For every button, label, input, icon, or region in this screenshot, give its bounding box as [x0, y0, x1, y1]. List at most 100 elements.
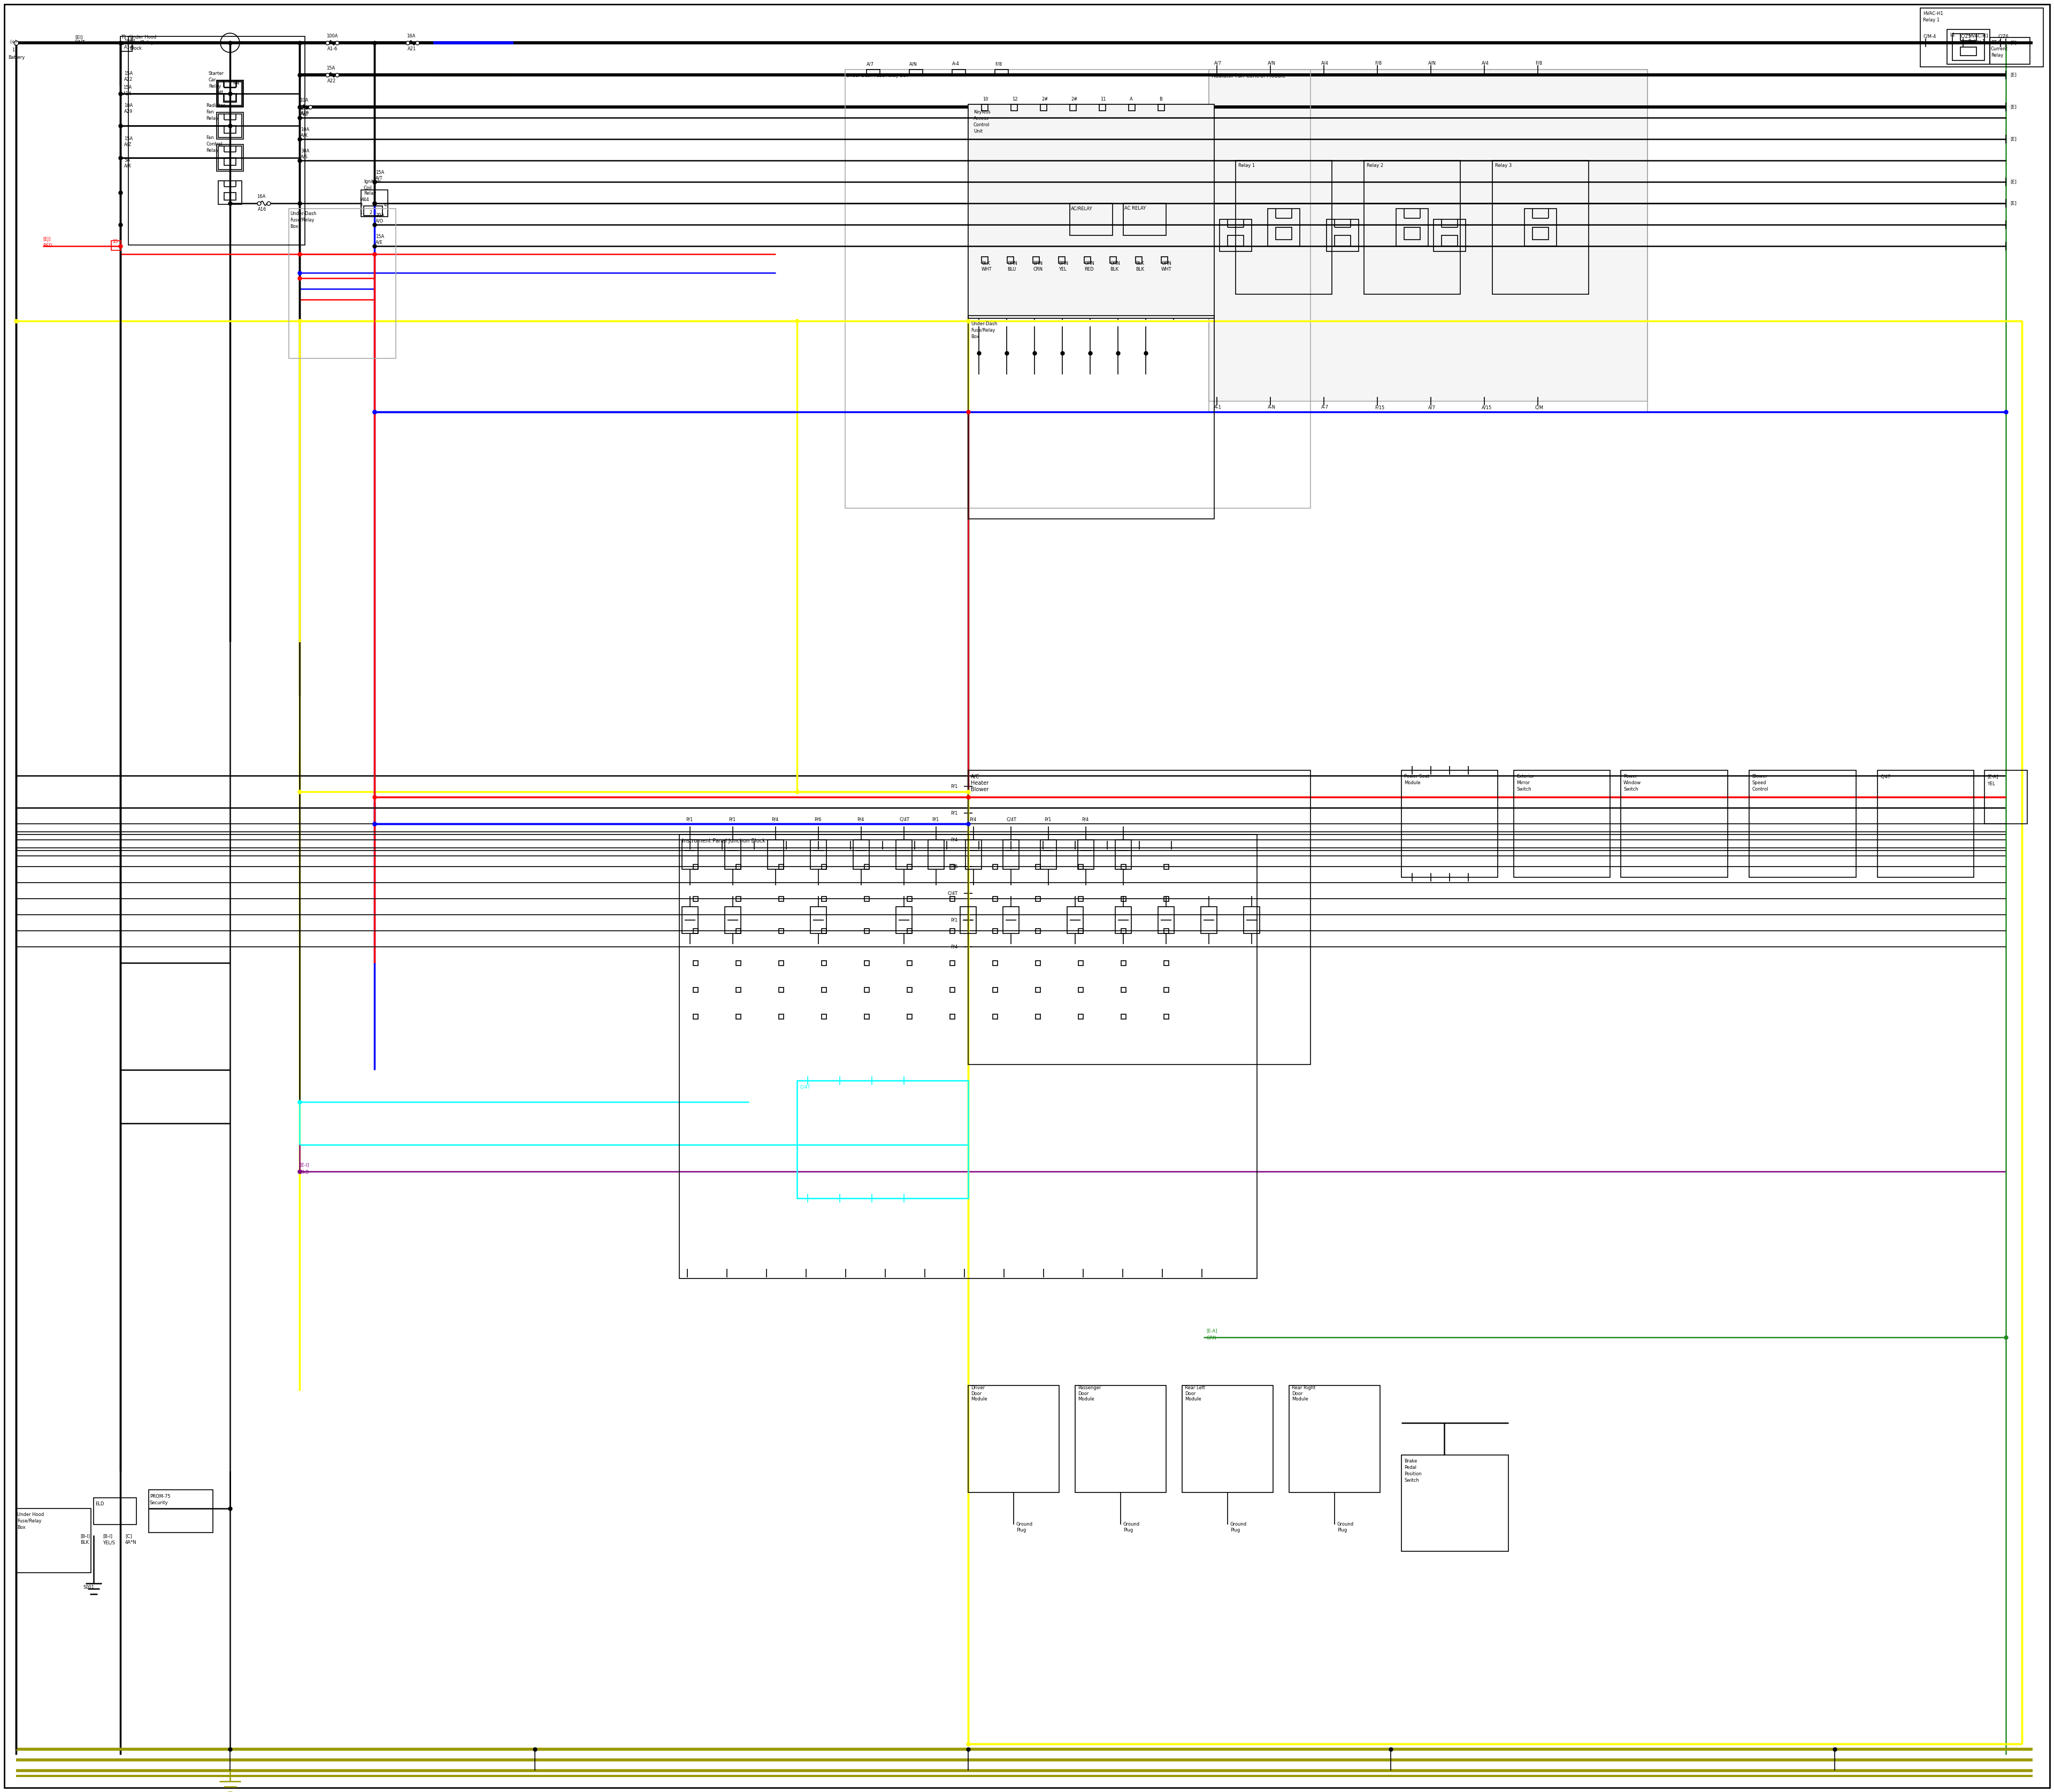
Text: Control: Control	[205, 142, 222, 147]
Text: Window: Window	[1623, 781, 1641, 785]
Text: T1: T1	[121, 36, 127, 39]
Bar	[778, 961, 785, 966]
Bar	[1121, 864, 1126, 869]
Bar	[965, 840, 982, 869]
Text: Box: Box	[972, 333, 980, 339]
Text: 15A
A/E: 15A A/E	[376, 235, 384, 246]
Text: A/15: A/15	[1481, 405, 1491, 410]
Bar	[1041, 840, 1056, 869]
Bar	[1078, 896, 1082, 901]
Bar	[94, 1498, 136, 1525]
Text: 10A: 10A	[300, 99, 308, 102]
Text: Mirror: Mirror	[1516, 781, 1530, 785]
Bar	[959, 907, 976, 934]
Bar	[992, 1014, 998, 1020]
Bar	[218, 82, 242, 106]
Text: PROM-75: PROM-75	[150, 1495, 170, 1498]
Text: C/M: C/M	[1534, 405, 1545, 410]
Bar	[1165, 928, 1169, 934]
Text: ORN
BLK: ORN BLK	[1109, 262, 1119, 272]
Bar	[992, 961, 998, 966]
Bar	[682, 907, 698, 934]
Bar	[778, 896, 785, 901]
Bar	[1006, 256, 1013, 263]
Bar	[865, 1014, 869, 1020]
Text: (+): (+)	[10, 39, 16, 45]
Bar	[1121, 987, 1126, 993]
Bar	[852, 840, 869, 869]
Bar	[910, 70, 922, 75]
Text: A/N: A/N	[1267, 61, 1276, 66]
Bar	[908, 864, 912, 869]
Text: F/15: F/15	[1374, 405, 1384, 410]
Bar	[224, 93, 236, 100]
Text: WHT: WHT	[74, 41, 86, 45]
Text: Switch: Switch	[1516, 787, 1532, 792]
Bar	[1202, 907, 1216, 934]
Text: HVAC-H1: HVAC-H1	[1968, 34, 1988, 39]
Text: Unit: Unit	[974, 129, 982, 134]
Text: A-N: A-N	[1267, 405, 1276, 410]
Bar	[1011, 104, 1017, 111]
Bar	[1035, 987, 1041, 993]
Text: GRN: GRN	[1206, 1337, 1216, 1340]
Bar	[1514, 771, 1610, 878]
Bar	[1165, 987, 1169, 993]
Text: Rear Right
Door
Module: Rear Right Door Module	[1292, 1385, 1315, 1401]
Bar	[908, 896, 912, 901]
Bar	[992, 928, 998, 934]
Bar	[1984, 771, 2027, 824]
Bar	[1002, 907, 1019, 934]
Bar	[1161, 256, 1167, 263]
Text: C/47: C/47	[1879, 774, 1890, 780]
Bar	[1327, 219, 1358, 251]
Text: Relay: Relay	[205, 149, 218, 154]
Text: BRN
CRN: BRN CRN	[1033, 262, 1043, 272]
Text: Fan: Fan	[205, 136, 214, 140]
Text: Position: Position	[1405, 1471, 1421, 1477]
Bar	[992, 896, 998, 901]
Text: Control: Control	[974, 124, 990, 127]
Text: P/4: P/4	[772, 817, 778, 823]
Bar	[822, 1014, 826, 1020]
Bar	[1621, 771, 1727, 878]
Bar	[1210, 70, 1647, 401]
Text: Ground
Plug: Ground Plug	[1337, 1521, 1354, 1532]
Text: S001: S001	[82, 1586, 94, 1590]
Text: BLK: BLK	[80, 1541, 88, 1545]
Bar	[778, 928, 785, 934]
Text: ELD: ELD	[94, 1502, 105, 1507]
Text: A29: A29	[300, 111, 310, 116]
Text: Switch: Switch	[1623, 787, 1639, 792]
Text: P/1: P/1	[951, 918, 957, 923]
Bar	[822, 864, 826, 869]
Bar	[908, 928, 912, 934]
Bar	[949, 961, 955, 966]
Bar	[1532, 228, 1549, 240]
Text: 30A
A/S: 30A A/S	[300, 149, 310, 159]
Bar	[735, 1014, 741, 1020]
Text: F/8: F/8	[1534, 61, 1543, 66]
Bar	[694, 896, 698, 901]
Bar	[1035, 961, 1041, 966]
Bar	[1210, 70, 1647, 412]
Text: 16A: 16A	[257, 195, 265, 199]
Bar	[725, 840, 741, 869]
Text: A: A	[1130, 97, 1132, 102]
Bar	[865, 961, 869, 966]
Bar	[967, 771, 1310, 1064]
Bar	[1068, 907, 1082, 934]
Bar	[844, 70, 1310, 509]
Bar	[928, 840, 945, 869]
Bar	[768, 840, 785, 869]
Bar	[111, 240, 121, 251]
Bar	[364, 206, 382, 215]
Text: A-7: A-7	[1321, 405, 1329, 410]
Text: M44: M44	[359, 197, 370, 202]
Text: Radiator: Radiator	[205, 104, 226, 108]
Text: 10: 10	[982, 97, 988, 102]
Text: P/4: P/4	[951, 944, 957, 950]
Text: A22: A22	[327, 79, 337, 84]
Text: AC RELAY: AC RELAY	[1124, 206, 1146, 211]
Text: Security: Security	[150, 1500, 168, 1505]
